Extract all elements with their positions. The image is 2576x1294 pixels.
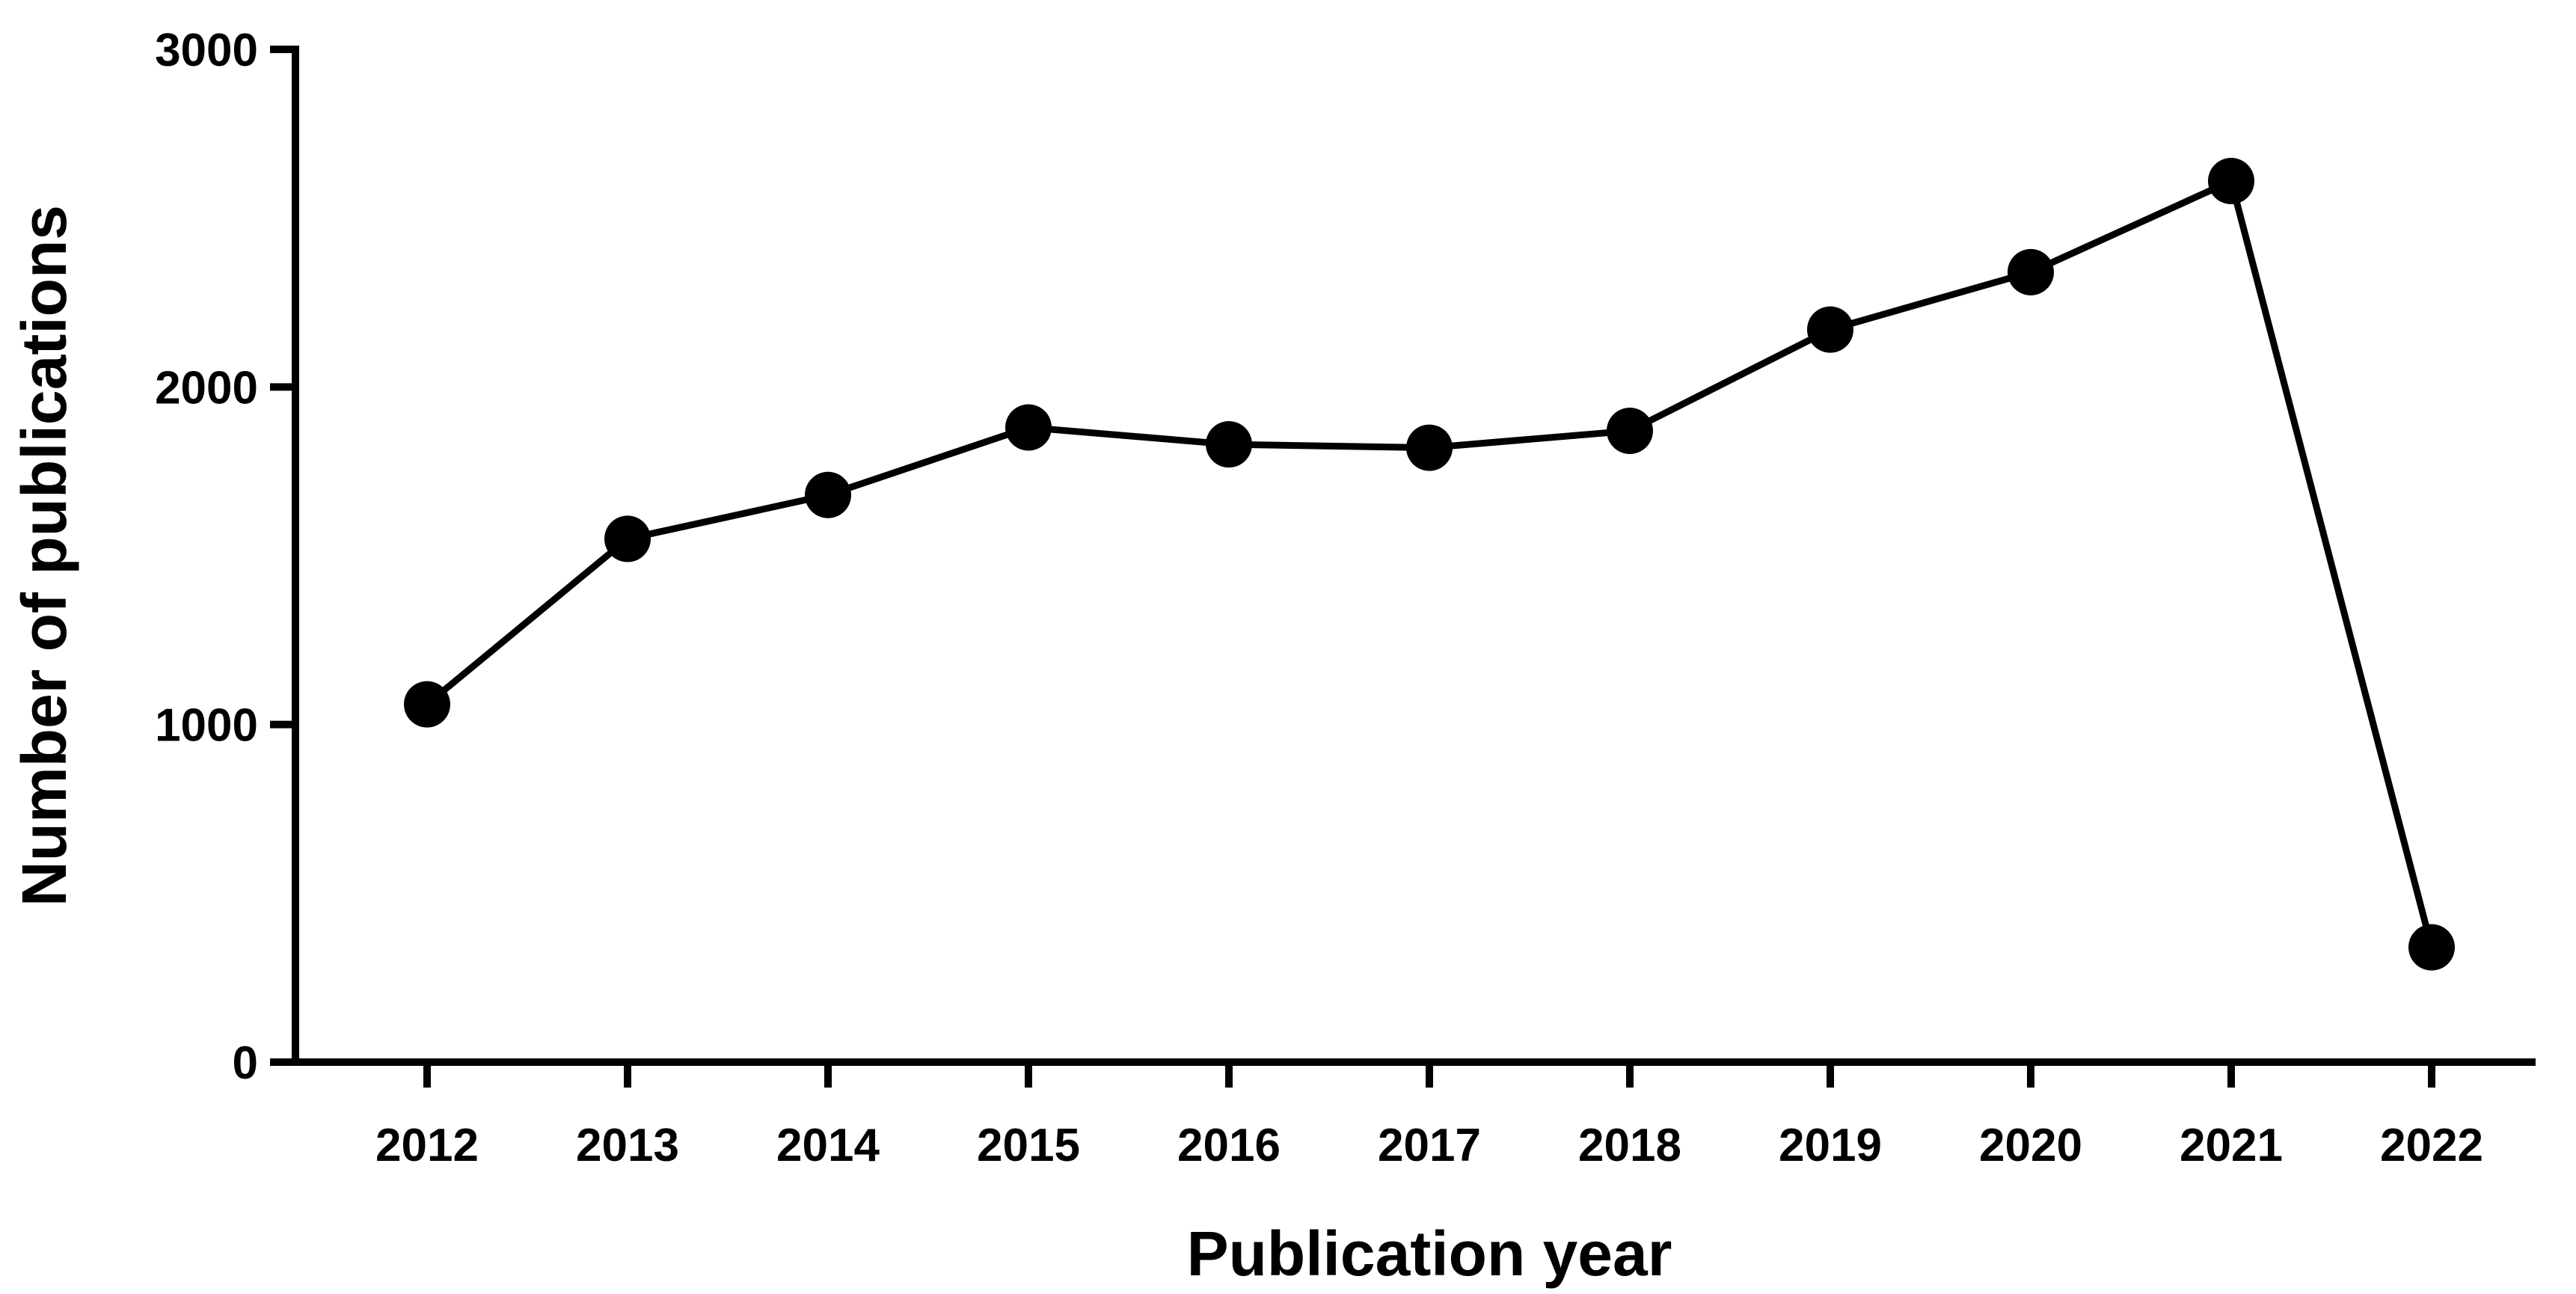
data-point	[604, 515, 651, 562]
x-tick-label: 2021	[2180, 1120, 2283, 1171]
series-line	[425, 177, 2435, 948]
y-tick-label: 0	[233, 1037, 258, 1089]
data-point	[2008, 248, 2054, 295]
y-axis-title: Number of publications	[9, 205, 79, 907]
data-point	[805, 471, 851, 518]
data-point	[1005, 404, 1052, 451]
x-tick-label: 2022	[2380, 1120, 2483, 1171]
y-tick-label: 2000	[155, 362, 258, 414]
series-group	[404, 158, 2455, 971]
data-point	[2408, 924, 2455, 971]
y-axis-ticks: 0 1000 2000 3000	[155, 25, 295, 1089]
x-axis-ticks: 2012 2013 2014 2015 2016 2017 2018 2019 2020 2021…	[375, 1062, 2483, 1171]
x-tick-label: 2018	[1578, 1120, 1681, 1171]
x-tick-label: 2015	[977, 1120, 1080, 1171]
x-axis-title: Publication year	[1187, 1218, 1672, 1289]
y-tick-label: 3000	[155, 25, 258, 76]
data-point	[1406, 424, 1453, 471]
x-tick-label: 2020	[1979, 1120, 2082, 1171]
x-tick-label: 2012	[375, 1120, 479, 1171]
data-point	[2208, 158, 2254, 205]
x-tick-label: 2019	[1779, 1120, 1882, 1171]
data-point	[1807, 306, 1853, 353]
x-tick-label: 2016	[1177, 1120, 1281, 1171]
x-tick-label: 2013	[576, 1120, 679, 1171]
data-point	[1206, 421, 1252, 468]
y-tick-label: 1000	[155, 700, 258, 752]
x-tick-label: 2017	[1378, 1120, 1481, 1171]
x-tick-label: 2014	[776, 1120, 880, 1171]
data-point	[404, 681, 450, 728]
data-point	[1607, 408, 1653, 455]
